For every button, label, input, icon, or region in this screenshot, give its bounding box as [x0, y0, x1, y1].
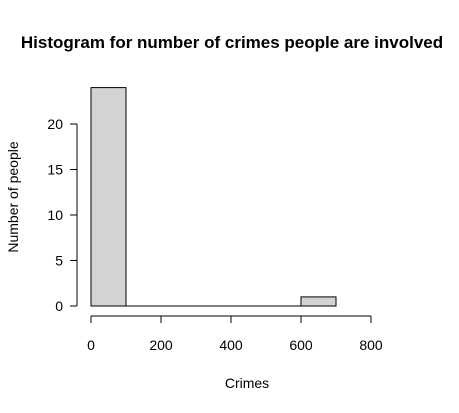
x-tick-label-1: 200 [149, 337, 173, 353]
y-tick-label-2: 10 [47, 207, 63, 223]
y-axis: 0 5 10 15 20 [47, 116, 78, 314]
x-tick-label-3: 600 [289, 337, 313, 353]
chart-title: Histogram for number of crimes people ar… [21, 33, 443, 52]
y-tick-label-3: 15 [47, 162, 63, 178]
histogram-bars [90, 87, 337, 307]
y-tick-label-4: 20 [47, 116, 63, 132]
x-tick-label-0: 0 [87, 337, 95, 353]
histogram-bar-0 [90, 87, 127, 307]
y-axis-label: Number of people [5, 141, 21, 253]
x-tick-label-4: 800 [359, 337, 383, 353]
x-axis-label: Crimes [225, 375, 269, 391]
x-axis: 0 200 400 600 800 [87, 315, 383, 353]
y-tick-label-0: 0 [55, 298, 63, 314]
x-tick-label-2: 400 [219, 337, 243, 353]
histogram-bar-6 [300, 296, 337, 307]
y-tick-label-1: 5 [55, 253, 63, 269]
